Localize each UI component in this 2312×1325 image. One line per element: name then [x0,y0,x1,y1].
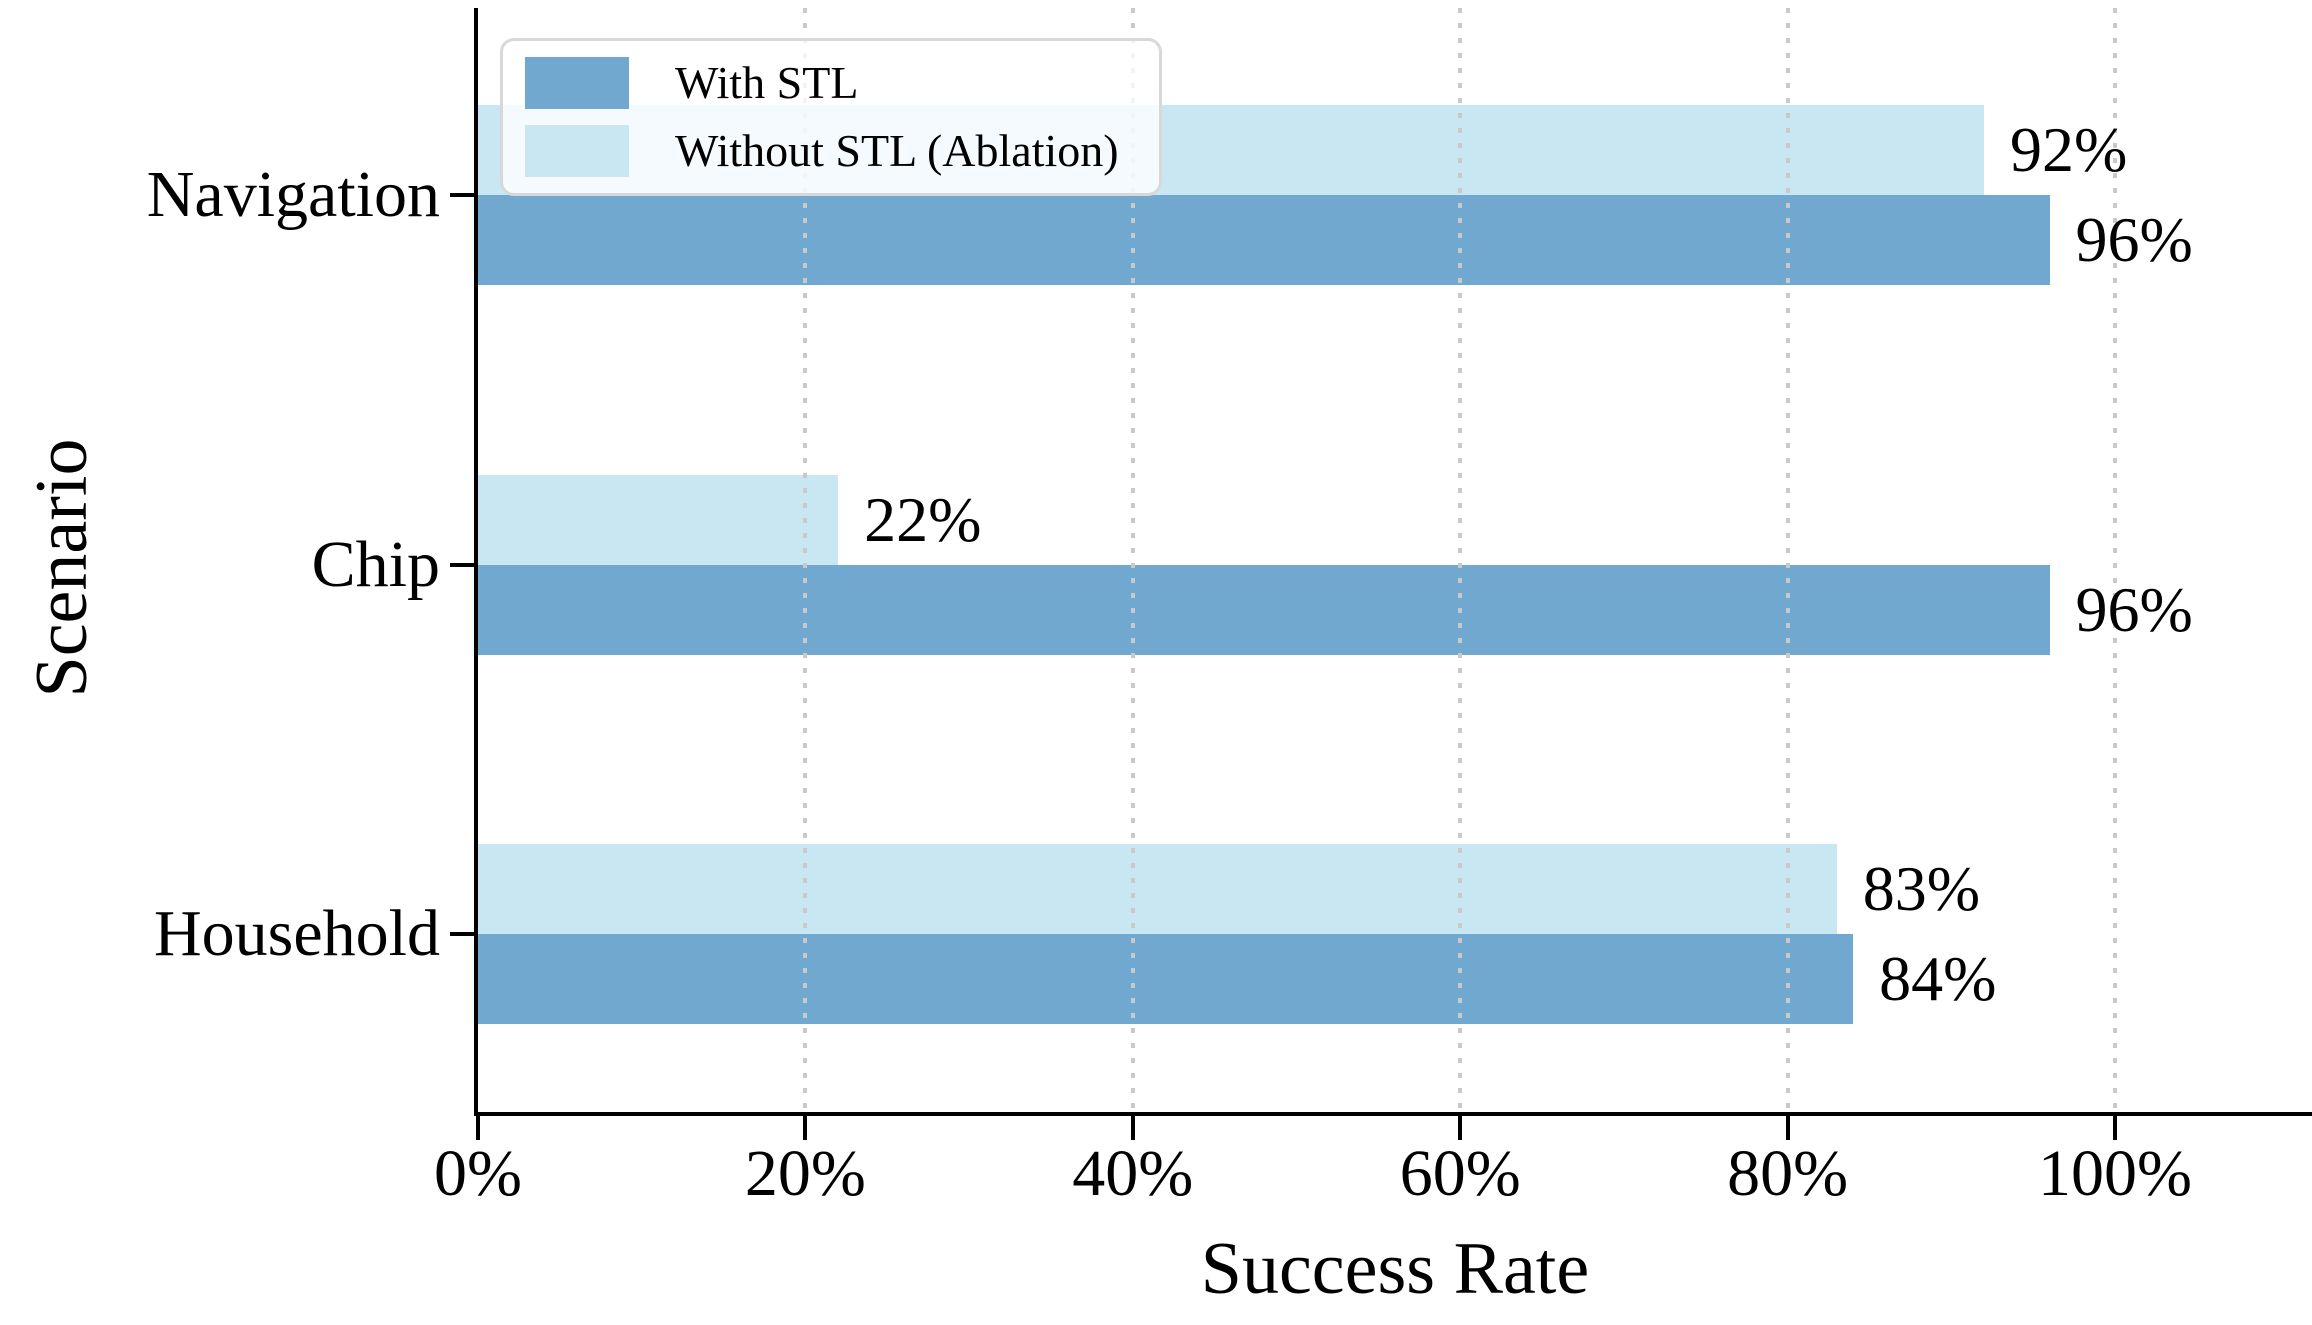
gridline-40 [1130,8,1135,1112]
legend-entry-without-stl: Without STL (Ablation) [525,125,1119,177]
value-label-without-stl-ablation-navigation: 92% [2010,114,2128,185]
legend-entry-with-stl: With STL [525,57,1119,109]
value-label-without-stl-ablation-household: 83% [1862,853,1981,924]
y-tick-mark-navigation [450,193,474,197]
legend-label-with-stl: With STL [675,57,859,108]
y-tick-label-navigation: Navigation [146,158,440,231]
y-tick-mark-household [450,932,474,936]
x-tick-mark-100 [2113,1116,2117,1140]
gridline-80 [1785,8,1790,1112]
bar-without-stl-ablation-household [478,844,1837,934]
gridline-100 [2113,8,2117,1112]
gridline-60 [1458,8,1463,1112]
legend-label-without-stl: Without STL (Ablation) [675,125,1119,176]
gridline-20 [803,8,808,1112]
x-tick-label-60: 60% [1399,1137,1521,1210]
bar-without-stl-ablation-chip [478,475,839,565]
x-axis-spine [474,1112,2312,1116]
x-tick-mark-0 [476,1116,480,1140]
x-tick-label-0: 0% [434,1137,522,1210]
y-tick-label-household: Household [154,897,440,970]
y-axis-label: Scenario [21,438,103,698]
x-tick-label-100: 100% [2038,1137,2192,1210]
y-tick-mark-chip [450,563,474,567]
plot-area: 92% 96% 22% 96% 83% 84% 0% 20% 40% 60% 80% 100% Nav… [147,8,2312,1207]
x-axis-label: Success Rate [1200,1228,1590,1310]
x-tick-label-40: 40% [1072,1137,1194,1210]
bar-with-stl-household [478,934,1854,1024]
legend-swatch-with-stl [525,57,629,109]
value-label-with-stl-chip: 96% [2075,574,2193,645]
legend-swatch-without-stl [525,125,629,177]
bar-with-stl-navigation [478,195,2050,285]
y-axis-spine [474,8,478,1116]
value-label-without-stl-ablation-chip: 22% [864,484,982,555]
bar-with-stl-chip [478,565,2050,655]
legend: With STL Without STL (Ablation) [500,38,1162,196]
x-tick-mark-80 [1785,1116,1790,1140]
x-tick-mark-20 [803,1116,808,1140]
x-tick-label-20: 20% [744,1137,866,1210]
value-label-with-stl-navigation: 96% [2075,204,2193,275]
x-tick-mark-60 [1458,1116,1463,1140]
x-tick-mark-40 [1130,1116,1135,1140]
x-tick-label-80: 80% [1727,1137,1849,1210]
y-tick-label-chip: Chip [311,528,440,601]
value-label-with-stl-household: 84% [1879,943,1997,1014]
